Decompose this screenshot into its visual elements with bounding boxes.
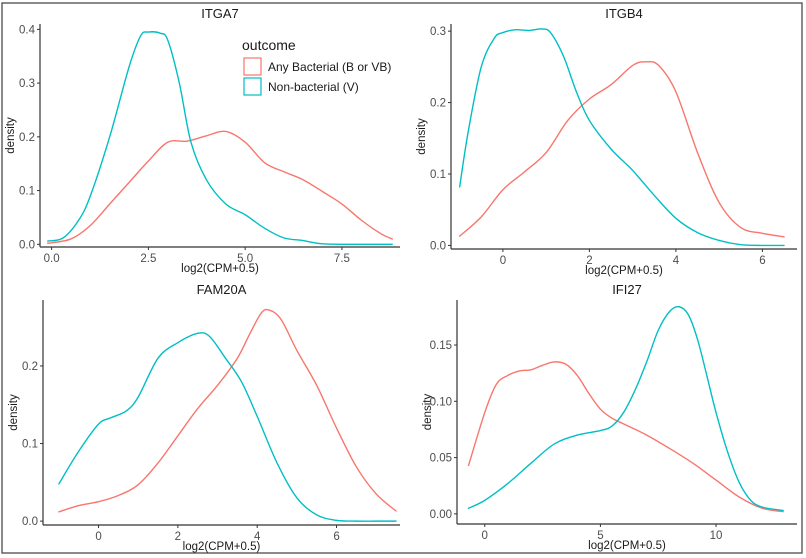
x-tick-label: 0 bbox=[482, 530, 488, 542]
density-curve-nonbacterial bbox=[458, 28, 785, 247]
y-tick-label: 0.1 bbox=[19, 186, 35, 198]
y-tick-label: 0.4 bbox=[19, 24, 36, 36]
x-tick-label: 0.0 bbox=[44, 253, 60, 265]
y-tick-label: 0.2 bbox=[430, 98, 446, 110]
legend-label-bacterial: Any Bacterial (B or VB) bbox=[268, 60, 391, 74]
y-tick-label: 0.2 bbox=[22, 361, 38, 373]
panel-title: ITGB4 bbox=[605, 6, 643, 21]
y-tick-label: 0.3 bbox=[19, 78, 35, 90]
y-axis-title: density bbox=[5, 117, 17, 154]
y-axis-title: density bbox=[416, 118, 428, 155]
panel-fam20a: FAM20A log2(CPM+0.5) density 0.0 0.1 0.2 0 2… bbox=[8, 282, 400, 553]
density-curve-nonbacterial bbox=[47, 31, 393, 246]
density-curve-nonbacterial bbox=[58, 332, 397, 522]
legend: outcome Any Bacterial (B or VB) Non-bact… bbox=[242, 37, 391, 96]
panel-title: FAM20A bbox=[197, 282, 247, 297]
axes: 0.00 0.05 0.10 0.15 0 5 10 bbox=[430, 300, 797, 542]
axes: 0.0 0.1 0.2 0.3 0.4 0.0 2.5 5.0 7.5 bbox=[19, 24, 400, 265]
x-tick-label: 6 bbox=[333, 531, 339, 543]
x-axis-title: log2(CPM+0.5) bbox=[588, 540, 666, 552]
density-curve-bacterial bbox=[47, 130, 393, 244]
y-tick-label: 0.15 bbox=[430, 340, 452, 352]
legend-title: outcome bbox=[242, 37, 296, 53]
axes: 0.0 0.1 0.2 0 2 4 6 bbox=[22, 300, 400, 543]
x-tick-label: 5 bbox=[597, 530, 603, 542]
x-axis-title: log2(CPM+0.5) bbox=[585, 265, 663, 277]
y-tick-label: 0.0 bbox=[22, 516, 38, 528]
x-tick-label: 2 bbox=[175, 531, 181, 543]
density-curve-bacterial bbox=[58, 308, 397, 513]
density-curve-bacterial bbox=[467, 361, 784, 513]
y-tick-label: 0.00 bbox=[430, 509, 452, 521]
x-tick-label: 10 bbox=[710, 530, 723, 542]
panel-itga7: ITGA7 log2(CPM+0.5) density 0.0 0.1 0.2 0.3… bbox=[5, 6, 400, 275]
x-tick-label: 4 bbox=[673, 255, 680, 267]
x-tick-label: 6 bbox=[759, 255, 765, 267]
panel-title: IFI27 bbox=[612, 282, 642, 297]
panel-ifi27: IFI27 log2(CPM+0.5) density 0.00 0.05 0.10… bbox=[422, 282, 797, 552]
y-tick-label: 0.3 bbox=[430, 26, 446, 38]
density-curve-bacterial bbox=[458, 60, 785, 238]
y-tick-label: 0.1 bbox=[430, 169, 446, 181]
density-curve-nonbacterial bbox=[467, 305, 784, 512]
curves bbox=[47, 31, 393, 246]
y-tick-label: 0.10 bbox=[430, 396, 452, 408]
panel-itgb4: ITGB4 log2(CPM+0.5) density 0.0 0.1 0.2 0.3… bbox=[416, 6, 797, 277]
y-tick-label: 0.1 bbox=[22, 439, 38, 451]
x-tick-label: 5.0 bbox=[237, 253, 253, 265]
x-axis-title: log2(CPM+0.5) bbox=[181, 263, 259, 275]
panel-title: ITGA7 bbox=[201, 6, 239, 21]
y-tick-label: 0.05 bbox=[430, 453, 452, 465]
y-tick-label: 0.0 bbox=[19, 239, 35, 251]
x-tick-label: 2.5 bbox=[140, 253, 156, 265]
y-axis-title: density bbox=[422, 394, 434, 431]
legend-label-nonbacterial: Non-bacterial (V) bbox=[268, 80, 359, 94]
x-tick-label: 7.5 bbox=[334, 253, 350, 265]
x-tick-label: 0 bbox=[500, 255, 506, 267]
x-tick-label: 2 bbox=[586, 255, 592, 267]
x-tick-label: 0 bbox=[95, 531, 101, 543]
y-axis-title: density bbox=[8, 394, 20, 431]
y-tick-label: 0.0 bbox=[430, 240, 446, 252]
axes: 0.0 0.1 0.2 0.3 0 2 4 6 bbox=[430, 24, 797, 267]
curves bbox=[58, 308, 397, 522]
legend-key-nonbacterial bbox=[243, 77, 262, 96]
legend-key-bacterial bbox=[243, 57, 262, 76]
curves bbox=[467, 305, 784, 513]
y-tick-label: 0.2 bbox=[19, 132, 35, 144]
x-axis-title: log2(CPM+0.5) bbox=[183, 541, 261, 553]
curves bbox=[458, 28, 785, 247]
x-tick-label: 4 bbox=[254, 531, 261, 543]
